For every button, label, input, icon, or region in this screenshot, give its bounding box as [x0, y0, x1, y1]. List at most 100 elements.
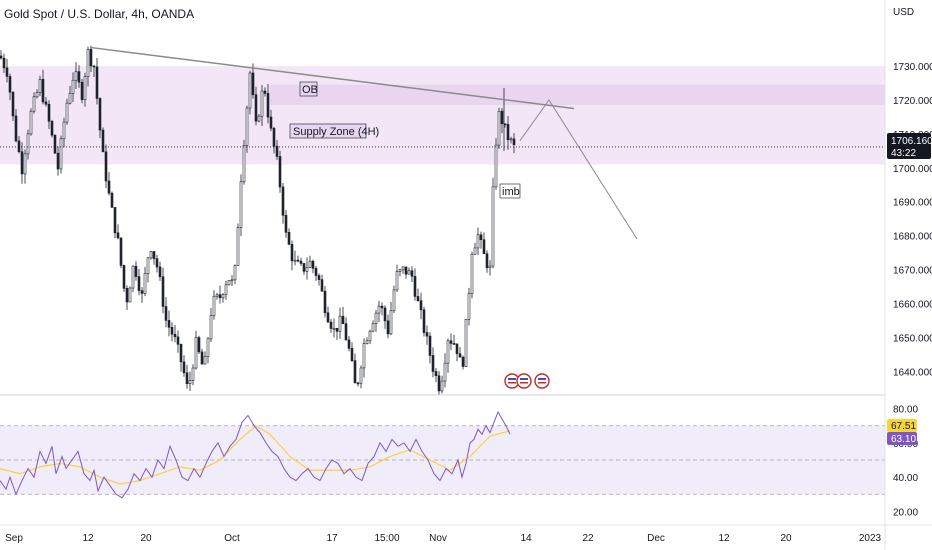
- rsi-tick: 20.00: [893, 507, 918, 518]
- candle-body: [416, 296, 420, 302]
- candle-body: [161, 276, 165, 307]
- candle-body: [176, 336, 180, 345]
- candle-body: [482, 239, 486, 255]
- candle-body: [56, 152, 60, 170]
- candle-body: [98, 98, 102, 131]
- candle-body: [296, 259, 300, 262]
- candle-body: [8, 76, 12, 93]
- candle-body: [269, 116, 273, 129]
- time-tick: 15:00: [374, 533, 399, 544]
- candle-body: [227, 280, 231, 286]
- price-tick: 1690.000: [893, 198, 932, 209]
- candle-body: [23, 153, 27, 175]
- time-axis[interactable]: Sep 12 20 Oct 17 15:00 Nov 14 22 Dec 12 20 2023: [5, 533, 881, 544]
- candle-body: [86, 49, 90, 78]
- candle-body: [122, 265, 126, 289]
- descending-trendline[interactable]: [89, 46, 575, 110]
- candle-body: [338, 315, 342, 332]
- candle-body: [17, 140, 21, 153]
- time-tick: Oct: [224, 533, 240, 544]
- last-price-tag: 1706.160 43:22: [887, 133, 932, 159]
- candle-body: [41, 79, 45, 103]
- candle-body: [155, 258, 159, 268]
- projection-path[interactable]: [519, 99, 638, 240]
- candle-body: [137, 276, 141, 291]
- candle-body: [506, 124, 510, 141]
- candle-body: [413, 276, 417, 297]
- candle-body: [65, 102, 69, 123]
- rsi-value-tags: 67.51 63.10: [887, 419, 917, 445]
- candle-body: [275, 146, 279, 157]
- candle-body: [0, 55, 3, 59]
- candle-body: [197, 337, 201, 353]
- candle-body: [290, 244, 294, 262]
- candle-body: [173, 333, 177, 338]
- candle-body: [11, 91, 15, 117]
- time-tick: 12: [718, 533, 730, 544]
- imb-label: imb: [499, 183, 521, 199]
- price-tick: 1670.000: [893, 266, 932, 277]
- candle-body: [170, 327, 174, 335]
- rsi-line: [0, 410, 511, 499]
- candle-body: [500, 110, 504, 125]
- candle-body: [422, 309, 426, 333]
- candle-body: [329, 321, 333, 329]
- candle-body: [236, 227, 240, 266]
- candles-group: [0, 45, 516, 395]
- candle-body: [164, 306, 168, 321]
- candle-body: [212, 295, 216, 316]
- candle-body: [278, 156, 282, 188]
- candle-body: [302, 263, 306, 272]
- time-tick: Dec: [647, 533, 665, 544]
- candle-body: [149, 251, 153, 259]
- candle-body: [95, 66, 99, 99]
- candle-body: [92, 65, 96, 68]
- candle-body: [509, 138, 513, 141]
- candle-body: [242, 145, 246, 183]
- imb-label-text: imb: [502, 186, 520, 198]
- candle-body: [476, 234, 480, 249]
- candle-body: [263, 90, 267, 94]
- rsi-tick: 80.00: [893, 405, 918, 416]
- candle-body: [443, 362, 447, 382]
- candle-body: [362, 343, 366, 369]
- time-tick: Nov: [429, 533, 447, 544]
- candle-body: [140, 290, 144, 294]
- candle-body: [233, 265, 237, 281]
- candle-body: [467, 293, 471, 320]
- last-price-value: 1706.160: [891, 136, 932, 147]
- candle-body: [71, 79, 75, 94]
- candle-body: [185, 372, 189, 384]
- candle-body: [38, 79, 42, 93]
- candle-body: [446, 340, 450, 364]
- candle-body: [14, 115, 18, 142]
- candle-body: [143, 273, 147, 294]
- candle-body: [146, 257, 150, 274]
- candle-body: [368, 330, 372, 342]
- candle-body: [311, 260, 315, 269]
- candle-body: [62, 121, 66, 140]
- candle-body: [188, 380, 192, 384]
- ob-label: OB: [299, 81, 318, 97]
- candle-body: [440, 380, 444, 392]
- candle-body: [323, 290, 327, 314]
- countdown-value: 43:22: [891, 148, 916, 159]
- candle-body: [398, 269, 402, 272]
- candle-body: [80, 81, 84, 100]
- candle-body: [20, 151, 24, 175]
- candle-body: [389, 310, 393, 335]
- time-tick: 17: [326, 533, 338, 544]
- price-tick: 1640.000: [893, 367, 932, 378]
- event-flags[interactable]: [504, 373, 550, 389]
- time-tick: Sep: [5, 533, 23, 544]
- candle-body: [5, 67, 9, 77]
- candle-body: [50, 121, 54, 136]
- candle-body: [53, 134, 57, 154]
- price-axis[interactable]: [885, 0, 932, 550]
- candle-body: [119, 237, 123, 266]
- candle-body: [128, 287, 132, 303]
- candle-body: [152, 251, 156, 259]
- price-tick: 1730.000: [893, 62, 932, 73]
- candle-body: [248, 72, 252, 109]
